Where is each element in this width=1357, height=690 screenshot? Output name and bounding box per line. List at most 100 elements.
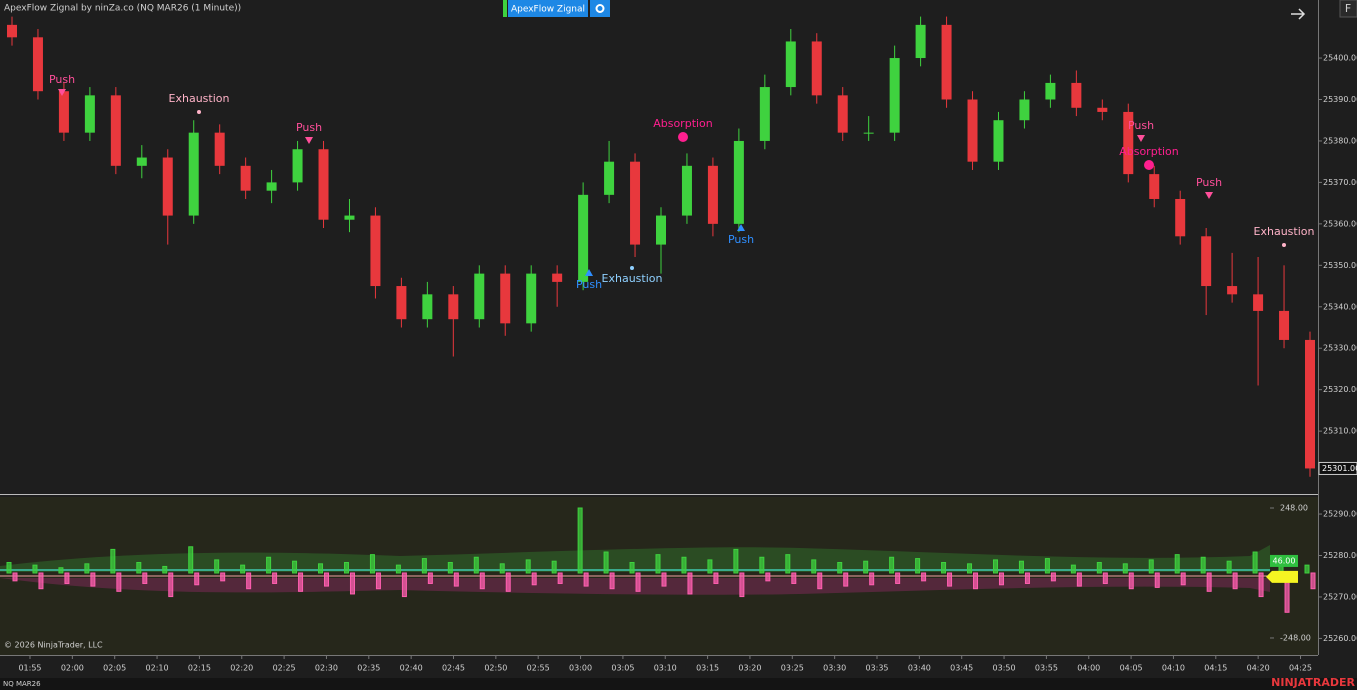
candle-body [1019,99,1030,121]
histogram-bar [1226,560,1232,574]
candle-body [915,24,926,59]
x-tick-label: 01:55 [18,664,41,673]
signal-label: Push [1196,176,1222,189]
indicator-button[interactable] [508,0,588,17]
histogram-bar [168,572,174,598]
signal-marker [197,110,201,114]
histogram-bar [343,562,349,574]
candle-body [7,24,17,38]
value-tag-secondary [1266,570,1298,583]
candle-body [993,120,1004,162]
histogram-bar [889,556,895,574]
histogram-bar [1232,572,1238,590]
histogram-bar [1148,559,1154,574]
histogram-bar [6,562,12,574]
settings-button[interactable] [590,0,610,17]
x-tick-label: 04:10 [1162,664,1185,673]
histogram-bar [739,572,745,598]
candle-body [1175,198,1186,237]
histogram-bar [531,572,537,586]
histogram-bar [895,572,901,584]
histogram-bar [136,562,142,574]
histogram-bar [1154,572,1160,588]
histogram-bar [947,572,953,587]
histogram-bar [687,572,693,595]
histogram-bar [583,572,589,587]
histogram-bar [765,572,771,582]
candle-body [110,95,121,166]
histogram-bar [298,572,304,592]
signal-label: Push [296,121,322,134]
y-tick-label: 25360.00 [1323,219,1357,228]
histogram-bar [869,572,875,586]
histogram-bar [12,572,18,582]
histogram-bar [272,572,278,584]
histogram-bar [1180,572,1186,586]
y-tick-label: 25390.00 [1323,95,1357,104]
candle-body [422,294,433,320]
histogram-bar [162,565,168,574]
histogram-bar [1050,572,1056,582]
candle-body [656,215,666,245]
histogram-bar [505,572,511,592]
x-tick-label: 03:40 [908,664,931,673]
histogram-bar [791,572,797,584]
x-tick-label: 03:25 [781,664,804,673]
histogram-bar [525,559,531,574]
histogram-bar [1206,572,1212,592]
histogram-bar [713,572,719,584]
y-tick-label: 25330.00 [1323,344,1357,353]
candle-body [188,132,199,216]
histogram-bar [998,572,1004,586]
histogram-bar [1024,572,1030,584]
candle-body [448,294,459,320]
candle-body [240,165,251,191]
candle-body [811,41,822,96]
x-tick-label: 03:55 [1035,664,1058,673]
candle-body [370,215,381,287]
histogram-bar [246,572,252,590]
candle-body [681,165,692,216]
histogram-bar [941,562,947,574]
x-tick-label: 02:10 [146,664,169,673]
histogram-bar [84,563,90,574]
candle-body [344,215,355,220]
candle-body [32,37,43,92]
signal-label: Push [1128,119,1154,132]
scroll-arrow[interactable] [1291,8,1306,20]
candle-body [578,194,589,282]
histogram-bar [369,554,375,574]
candle-body [967,99,978,162]
indicator-status [503,0,507,17]
histogram-bar [1174,554,1180,574]
signal-marker [585,269,593,276]
y-tick-label: 25280.00 [1323,551,1357,560]
histogram-bar [759,556,765,574]
x-tick-label: 03:20 [738,664,761,673]
candle-body [214,132,225,166]
status-bar [0,678,1357,690]
corner-button[interactable] [1339,0,1357,18]
candle-body [84,95,95,133]
candle-body [1227,286,1238,295]
y-tick-label: 25370.00 [1323,178,1357,187]
x-tick-label: 02:35 [357,664,380,673]
indicator-button-label[interactable]: ApexFlow Zignal [511,5,585,15]
histogram-bar [318,563,324,574]
signal-marker [1282,243,1286,247]
x-tick-label: 02:00 [61,664,84,673]
signal-label: Exhaustion [602,272,663,285]
histogram-bar [375,572,381,590]
histogram-bar [395,564,401,574]
y-tick-label: 25290.00 [1323,510,1357,519]
corner-label[interactable]: F [1345,2,1351,15]
x-tick-label: 03:05 [611,664,634,673]
candle-body [707,165,718,224]
candle-body [266,182,277,191]
histogram-bar [661,572,667,587]
gear-icon[interactable] [595,4,605,13]
candle-body [292,149,303,183]
candle-body [162,157,173,216]
histogram-bar [266,556,272,574]
x-tick-label: 02:20 [230,664,253,673]
